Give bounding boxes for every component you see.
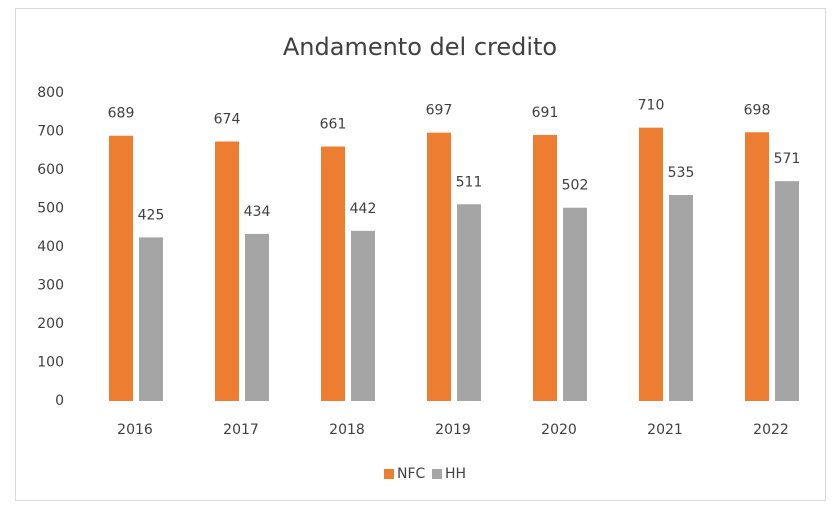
bar <box>457 204 481 401</box>
bar <box>639 127 663 402</box>
bar <box>215 141 239 401</box>
data-label: 425 <box>138 207 165 223</box>
data-label: 502 <box>562 178 589 194</box>
x-tick-label: 2020 <box>541 422 577 438</box>
y-tick-label: 800 <box>37 85 64 101</box>
y-tick-label: 200 <box>37 316 64 332</box>
y-tick-label: 400 <box>37 239 64 255</box>
x-tick-label: 2016 <box>117 422 153 438</box>
y-tick-label: 600 <box>37 162 64 178</box>
data-label: 710 <box>638 98 665 114</box>
data-label: 535 <box>668 165 695 181</box>
data-label: 689 <box>108 106 135 122</box>
y-tick-label: 700 <box>37 124 64 140</box>
bar <box>245 233 269 401</box>
data-label: 674 <box>214 112 241 128</box>
data-label: 697 <box>426 103 453 119</box>
data-label: 571 <box>774 151 801 167</box>
y-tick-label: 0 <box>55 393 64 409</box>
legend-swatch <box>384 469 394 479</box>
bar <box>669 195 693 401</box>
data-label: 442 <box>350 201 377 217</box>
bar <box>351 230 375 401</box>
data-label: 691 <box>532 105 559 121</box>
data-label: 434 <box>244 204 271 220</box>
bar <box>109 135 133 402</box>
bar <box>563 207 587 401</box>
x-tick-label: 2022 <box>753 422 789 438</box>
bar <box>321 146 345 401</box>
x-tick-label: 2017 <box>223 422 259 438</box>
y-tick-label: 100 <box>37 355 64 371</box>
bar <box>139 237 163 401</box>
bar <box>745 132 769 401</box>
y-tick-label: 300 <box>37 278 64 294</box>
x-tick-label: 2019 <box>435 422 471 438</box>
bar <box>427 132 451 401</box>
bar <box>775 181 799 401</box>
chart-title: Andamento del credito <box>283 33 557 61</box>
legend-label: HH <box>445 466 466 482</box>
x-tick-label: 2021 <box>647 422 683 438</box>
data-label: 698 <box>744 102 771 118</box>
legend-label: NFC <box>397 466 426 482</box>
data-label: 661 <box>320 117 347 133</box>
data-label: 511 <box>456 174 483 190</box>
legend-swatch <box>432 469 442 479</box>
y-tick-label: 500 <box>37 201 64 217</box>
x-tick-label: 2018 <box>329 422 365 438</box>
bar <box>533 134 557 401</box>
